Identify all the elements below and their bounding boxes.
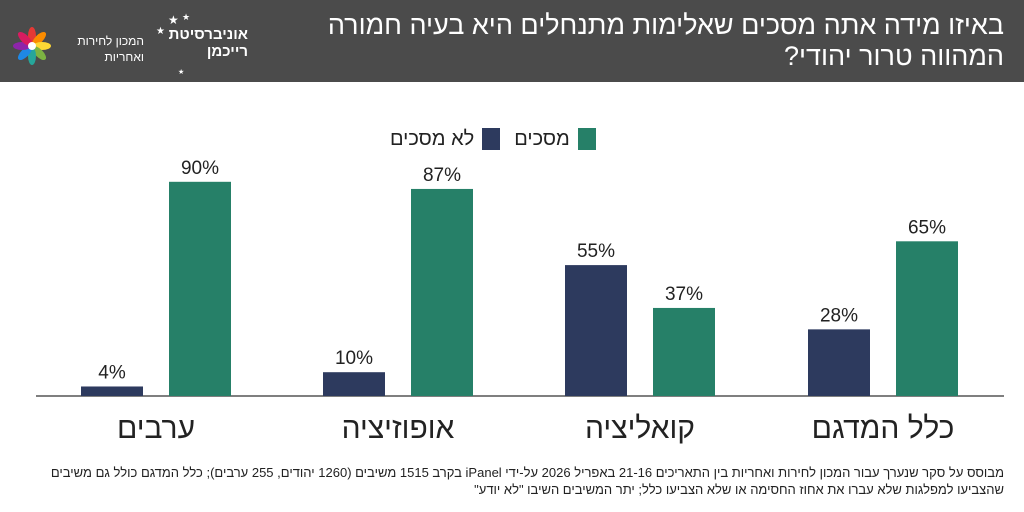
data-label-disagree-2: 10% [335, 348, 373, 369]
category-label-1: קואליציה [585, 412, 695, 445]
bar-agree-3 [169, 181, 231, 396]
bar-disagree-0 [808, 329, 870, 396]
stars-icon: ★ ★ ★ ★ [156, 12, 190, 76]
legend-item-agree: מסכים [514, 128, 596, 151]
data-label-disagree-0: 28% [820, 305, 858, 326]
bar-disagree-3 [81, 386, 143, 396]
chart-title: באיזו מידה אתה מסכים שאלימות מתנחלים היא… [327, 10, 1004, 71]
legend-swatch-agree [577, 128, 596, 150]
legend-label-agree: מסכים [514, 127, 570, 150]
flower-logo-icon [13, 27, 51, 65]
logo-institute-name: המכון לחירות ואחריות [77, 34, 144, 64]
svg-text:★: ★ [168, 13, 179, 27]
logo-university-name: אוניברסיטת רייכמן [168, 26, 248, 60]
legend: מסכים לא מסכים [390, 126, 596, 152]
data-label-agree-0: 65% [908, 217, 946, 238]
legend-label-disagree: לא מסכים [390, 127, 475, 150]
legend-item-disagree: לא מסכים [390, 127, 501, 151]
category-label-3: ערבים [117, 412, 195, 445]
data-label-agree-2: 87% [423, 165, 461, 186]
data-label-agree-3: 90% [181, 158, 219, 179]
bar-disagree-2 [323, 372, 385, 396]
category-label-0: כלל המדגם [812, 412, 955, 445]
data-label-agree-1: 37% [665, 284, 703, 305]
data-label-disagree-1: 55% [577, 241, 615, 262]
logo: המכון לחירות ואחריות ★ ★ ★ ★ אוניברסיטת … [8, 8, 258, 76]
category-label-2: אופוזיציה [342, 412, 455, 445]
bar-chart: 28% 65% כלל המדגם 55% 37% קואליציה 10% 87% אופוז… [36, 158, 1004, 445]
svg-text:★: ★ [156, 26, 165, 37]
bar-agree-1 [653, 307, 715, 396]
bar-agree-2 [411, 188, 473, 396]
legend-swatch-disagree [482, 128, 501, 150]
footnote: מבוסס על סקר שנערך עבור המכון לחירות ואח… [50, 465, 1004, 497]
header-bar: המכון לחירות ואחריות ★ ★ ★ ★ אוניברסיטת … [0, 0, 1024, 82]
bar-disagree-1 [565, 265, 627, 396]
bar-agree-0 [896, 241, 958, 396]
data-label-disagree-3: 4% [98, 362, 126, 383]
svg-text:★: ★ [178, 68, 184, 76]
svg-text:★: ★ [182, 12, 190, 22]
